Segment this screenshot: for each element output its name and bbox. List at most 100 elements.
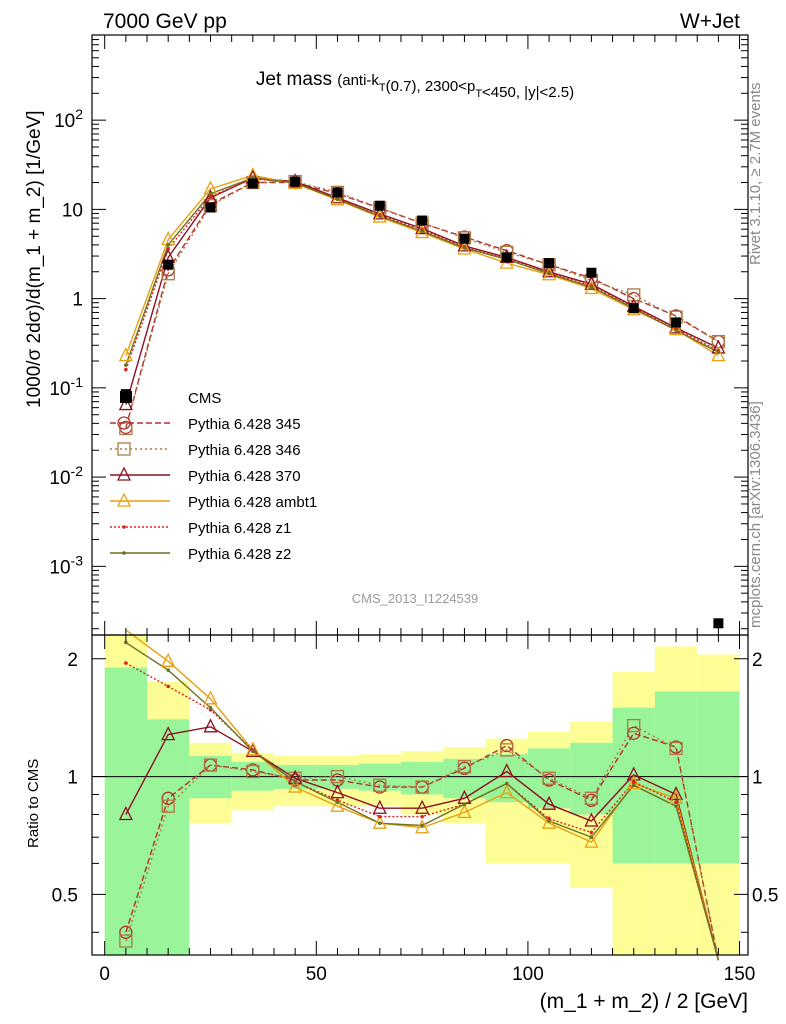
ratio-tick-label: 2 — [67, 650, 78, 671]
series-point-main — [668, 321, 684, 336]
series-point-ratio — [330, 769, 345, 784]
data-point — [247, 178, 258, 189]
series-point-main — [627, 288, 641, 302]
data-point — [544, 258, 555, 269]
series-point-ratio — [542, 795, 557, 810]
legend-label: Pythia 6.428 346 — [188, 442, 301, 459]
series-point-main — [124, 367, 128, 372]
x-tick-label: 100 — [512, 964, 544, 985]
series-point-ratio — [203, 718, 218, 733]
series-point-ratio — [246, 764, 260, 779]
series-line-ratio — [125, 726, 720, 961]
y-tick-label: 10-3 — [49, 552, 83, 578]
inner-band-bin — [697, 691, 740, 864]
series-point-ratio — [372, 814, 387, 829]
series-point-main — [674, 328, 678, 333]
legend-label: Pythia 6.428 z2 — [188, 546, 291, 563]
series-line-ratio — [125, 732, 720, 961]
data-point — [501, 252, 512, 263]
legend-label: Pythia 6.428 345 — [188, 416, 301, 433]
ratio-axis-label: Ratio to CMS — [25, 759, 42, 848]
series-point-ratio — [669, 741, 683, 756]
series-point-ratio — [119, 925, 133, 939]
series-point-ratio — [166, 684, 170, 689]
series-point-ratio — [584, 833, 599, 848]
series-point-ratio — [208, 705, 213, 710]
series-point-main — [118, 396, 133, 411]
series-point-ratio — [584, 812, 599, 827]
inner-band-bin — [400, 761, 444, 795]
data-point — [671, 317, 682, 328]
series-point-ratio — [584, 791, 599, 805]
y-tick-label: 10 — [62, 200, 83, 221]
series-point-main — [584, 275, 599, 290]
series-point-ratio — [542, 771, 556, 785]
x-axis-label: (m_1 + m_2) / 2 [GeV] — [540, 990, 748, 1013]
analysis-label: CMS_2013_I1224539 — [352, 591, 479, 606]
legend-label: CMS — [188, 390, 221, 407]
series-point-ratio — [161, 652, 176, 667]
series-point-ratio — [372, 799, 387, 814]
legend-marker — [117, 416, 131, 430]
series-line-main — [125, 178, 719, 370]
series-point-main — [118, 347, 133, 362]
data-point — [332, 187, 343, 198]
data-point — [628, 303, 639, 314]
series-point-main — [208, 191, 213, 196]
series-point-main — [542, 266, 557, 281]
series-point-ratio — [377, 821, 382, 826]
series-point-main — [372, 208, 387, 223]
series-point-ratio — [288, 778, 303, 793]
legend-data-marker — [120, 391, 132, 403]
series-point-ratio — [504, 781, 509, 786]
ratio-tick-label-right: 2 — [752, 650, 763, 671]
series-point-ratio — [124, 661, 128, 665]
series-point-main — [716, 350, 721, 355]
series-point-main — [711, 347, 726, 362]
series-point-ratio — [631, 783, 636, 788]
series-point-main — [457, 240, 472, 255]
series-point-ratio — [500, 743, 514, 757]
series-point-main — [124, 363, 128, 367]
chart-title: Jet mass (anti-kT(0.7), 2300<pT<450, |y|… — [256, 69, 574, 101]
data-point — [459, 233, 470, 244]
series-point-ratio — [626, 775, 641, 790]
series-point-main — [119, 421, 133, 436]
series-point-ratio — [251, 749, 255, 754]
series-point-main — [415, 220, 430, 235]
series-point-ratio — [245, 742, 260, 757]
legend-marker — [116, 466, 132, 481]
series-point-ratio — [373, 778, 387, 792]
data-point — [205, 202, 216, 213]
x-tick-label: 0 — [99, 964, 110, 985]
data-point — [290, 176, 301, 187]
series-point-main — [457, 237, 472, 252]
series-point-main — [166, 243, 170, 247]
series-point-ratio — [161, 791, 175, 805]
series-point-ratio — [161, 726, 176, 741]
header-left: 7000 GeV pp — [103, 10, 227, 33]
inner-band-bin — [527, 748, 571, 809]
series-point-main — [415, 224, 430, 239]
series-line-main — [125, 180, 719, 429]
series-point-main — [462, 246, 467, 250]
series-point-main — [372, 205, 387, 220]
legend-marker — [117, 442, 131, 456]
ratio-tick-label: 0.5 — [52, 885, 78, 906]
series-point-main — [377, 214, 382, 218]
series-point-main — [330, 191, 345, 206]
ratio-tick-label: 1 — [67, 768, 78, 789]
series-point-ratio — [462, 802, 467, 806]
legend-marker — [116, 492, 132, 507]
y-tick-label: 102 — [54, 106, 83, 132]
data-point — [374, 200, 385, 211]
title-text: Jet mass (anti-kT(0.7), 2300<pT<450, |y|… — [256, 69, 574, 101]
mcplots-note: mcplots.cern.ch [arXiv:1306.3436] — [747, 401, 764, 628]
data-point — [586, 267, 597, 278]
series-point-ratio — [330, 797, 345, 812]
x-tick-label: 50 — [306, 964, 327, 985]
series-point-main — [420, 229, 424, 233]
y-tick-label: 10-2 — [49, 463, 83, 489]
series-point-ratio — [457, 760, 472, 774]
